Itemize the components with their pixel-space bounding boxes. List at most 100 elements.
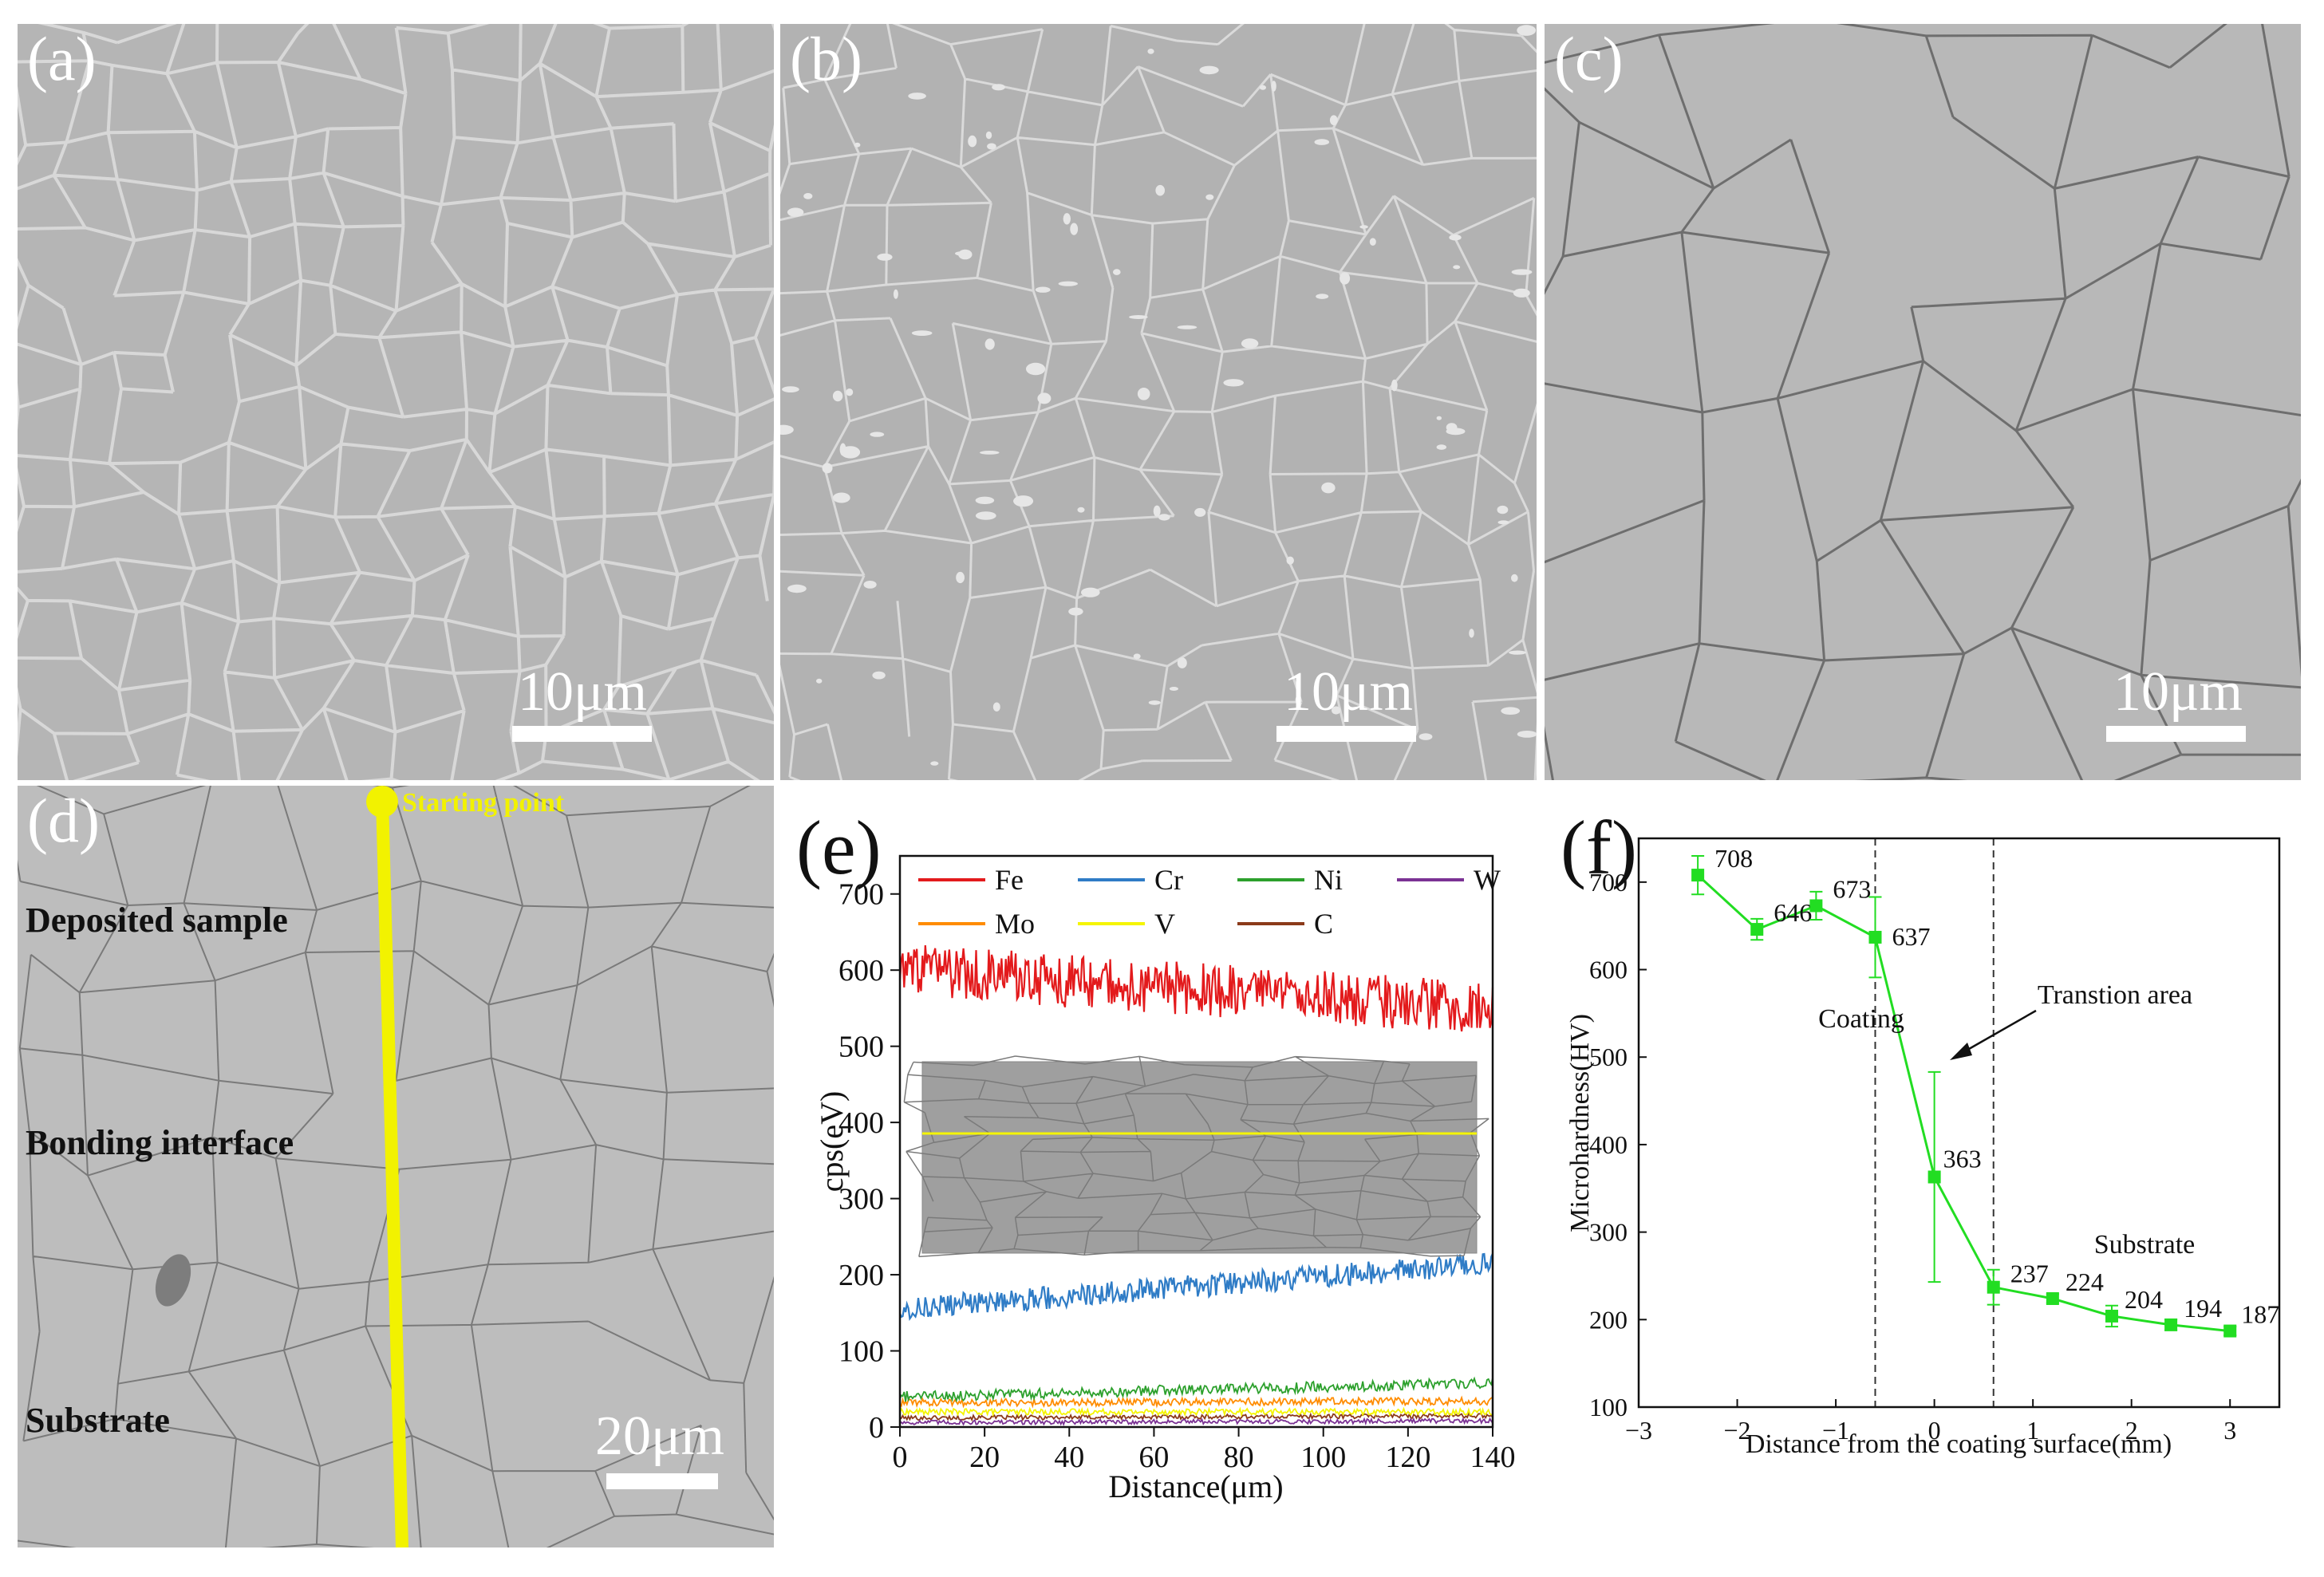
panel-f-xlabel: Distance from the coating surface(mm) xyxy=(1746,1429,2172,1459)
panel-f-point-label: 204 xyxy=(2125,1285,2163,1314)
panel-f-ytick-label: 600 xyxy=(1589,956,1628,984)
panel-f-data-point xyxy=(2046,1291,2059,1305)
panel-e-series-mo xyxy=(899,1395,1493,1409)
carbide-particle xyxy=(1026,362,1046,376)
carbide-particle xyxy=(1133,653,1141,660)
carbide-particle xyxy=(1517,731,1537,738)
carbide-particle xyxy=(1314,139,1330,145)
panel-f-transition-arrow xyxy=(1950,1009,2037,1060)
panel-f-data-point xyxy=(1750,923,1764,936)
panel-e-inset-cracks xyxy=(903,1055,1489,1258)
panel-f-xtick-label: −1 xyxy=(1822,1416,1849,1445)
carbide-particle xyxy=(1137,388,1150,400)
carbide-particle xyxy=(1177,657,1187,668)
carbide-particle xyxy=(1332,706,1341,715)
panel-f-annotation-transition: Transtion area xyxy=(2038,980,2192,1010)
panel-b-sem-image: (b) 10μm xyxy=(780,24,1537,780)
carbide-particle xyxy=(992,84,1005,91)
panel-e-xtick-label: 100 xyxy=(1300,1441,1346,1474)
carbide-particle xyxy=(1271,81,1276,92)
panel-e-series-c xyxy=(899,1411,1493,1422)
carbide-particle xyxy=(832,492,850,503)
panel-e-legend-label-v: V xyxy=(1154,908,1175,940)
carbide-particle xyxy=(1517,25,1537,36)
carbide-particle xyxy=(1223,379,1244,387)
panel-f-annotation-substrate: Substrate xyxy=(2094,1230,2196,1260)
carbide-particle xyxy=(1418,733,1433,740)
panel-a-background xyxy=(18,24,774,780)
carbide-particle xyxy=(816,678,823,684)
carbide-particle xyxy=(1449,234,1462,241)
carbide-particle xyxy=(1169,687,1178,691)
panel-c-scale-text: 10μm xyxy=(2113,661,2243,723)
carbide-particle xyxy=(854,142,861,148)
carbide-particle xyxy=(1148,700,1161,705)
carbide-particle xyxy=(992,702,1000,712)
panel-e-plot-frame xyxy=(898,854,1494,1429)
panel-e-series-v xyxy=(899,1406,1493,1418)
panel-f-point-label: 224 xyxy=(2066,1268,2104,1296)
panel-b-grain-network xyxy=(780,24,1537,780)
carbide-particle xyxy=(975,496,995,504)
carbide-particle xyxy=(877,253,893,261)
carbide-particle xyxy=(1453,265,1461,270)
panel-b-label: (b) xyxy=(790,24,862,93)
panel-f-xtick-label: 2 xyxy=(2125,1416,2138,1445)
carbide-particle xyxy=(1129,315,1148,319)
panel-f-data-point xyxy=(2164,1318,2178,1331)
panel-d-region-interface: Bonding interface xyxy=(26,1123,294,1162)
panel-e-ytick-label: 500 xyxy=(838,1031,884,1064)
carbide-particle xyxy=(803,193,813,199)
panel-f-ytick-label: 100 xyxy=(1589,1393,1628,1421)
carbide-particle xyxy=(863,581,877,589)
panel-e-xtick-label: 80 xyxy=(1224,1441,1254,1474)
panel-a-grain-network xyxy=(18,24,774,780)
carbide-particle xyxy=(955,251,966,256)
panel-e-ylabel: cps(eV) xyxy=(814,1091,850,1193)
panel-d-start-label: Starting point xyxy=(402,788,565,818)
grain-boundaries xyxy=(18,24,774,780)
carbide-particle xyxy=(1446,428,1466,436)
carbide-particle xyxy=(1501,707,1521,715)
panel-e-legend-label-cr: Cr xyxy=(1154,864,1183,896)
panel-e-ytick-label: 200 xyxy=(838,1259,884,1292)
carbide-particle xyxy=(846,388,854,396)
carbide-particle xyxy=(1511,269,1533,275)
carbide-particle xyxy=(1340,272,1351,285)
panel-f-ytick-label: 300 xyxy=(1589,1218,1628,1247)
panel-d-crack-network xyxy=(18,786,774,1547)
panel-d-sem-image: Starting point (d) Deposited sample Bond… xyxy=(18,786,774,1547)
panel-e-legend-label-mo: Mo xyxy=(995,908,1035,940)
carbide-particle xyxy=(1259,85,1266,90)
carbide-particle xyxy=(968,135,977,148)
carbide-particle xyxy=(1286,556,1294,565)
carbide-particle xyxy=(1469,629,1474,638)
carbide-particle xyxy=(872,671,886,680)
panel-e-series-fe xyxy=(898,945,1494,1032)
carbide-particle xyxy=(1147,49,1154,54)
carbide-particle xyxy=(987,143,996,150)
panel-e-legend-label-w: W xyxy=(1474,864,1501,896)
panel-a-sem-image: (a) 10μm xyxy=(18,24,774,780)
carbide-particle xyxy=(787,584,807,593)
panel-b-scale-text: 10μm xyxy=(1284,661,1413,723)
panel-a-label: (a) xyxy=(27,24,97,93)
carbide-particle xyxy=(984,338,995,350)
carbide-particle xyxy=(1316,294,1329,299)
panel-b-scale-bar xyxy=(1276,726,1416,742)
carbide-particle xyxy=(1369,238,1376,246)
panel-f-data-point xyxy=(1987,1280,2000,1294)
carbide-particle xyxy=(1037,392,1052,404)
panel-d-pore xyxy=(155,1254,191,1307)
carbide-particle xyxy=(956,571,965,584)
panel-f-point-label: 708 xyxy=(1714,844,1753,873)
panel-f-xtick-label: −3 xyxy=(1625,1416,1652,1445)
panel-f-hardness-line xyxy=(1697,873,2231,1333)
panel-f-point-label: 673 xyxy=(1833,874,1871,903)
carbide-particle xyxy=(1081,587,1100,597)
panel-c-sem-image: (c) 10μm xyxy=(1545,24,2301,780)
carbide-particle xyxy=(893,289,898,299)
carbide-particle xyxy=(1194,507,1206,517)
panel-e-legend-label-c: C xyxy=(1314,908,1333,940)
carbide-particle xyxy=(1241,338,1259,349)
